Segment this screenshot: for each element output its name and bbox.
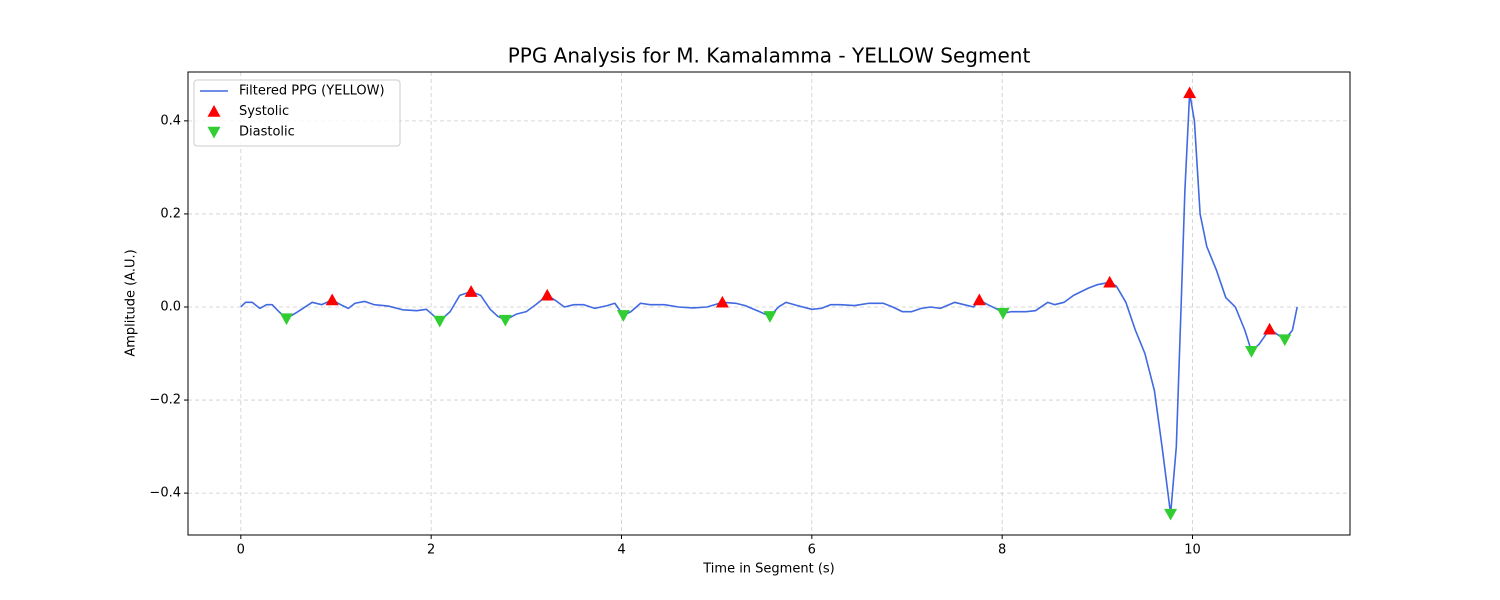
legend-box — [193, 79, 401, 147]
marker — [763, 311, 777, 323]
marker — [1164, 508, 1178, 521]
legend-label: Systolic — [239, 104, 289, 119]
y-axis-label: Amplitude (A.U.) — [124, 249, 139, 356]
marker — [1278, 334, 1292, 347]
legend-swatch — [207, 126, 221, 139]
x-tick-label: 8 — [998, 543, 1006, 558]
x-tick-label: 0 — [237, 543, 245, 558]
y-tick-label: −0.4 — [149, 486, 181, 501]
marker — [972, 293, 986, 306]
plot-frame — [187, 71, 1351, 536]
y-tick-label: 0.4 — [160, 113, 181, 128]
x-axis-label: Time in Segment (s) — [702, 562, 834, 577]
marker — [1245, 345, 1259, 358]
legend-swatch — [207, 105, 221, 117]
x-tick-label: 10 — [1184, 543, 1201, 558]
legend: Filtered PPG (YELLOW) Systolic Diastolic — [193, 79, 401, 147]
marker — [464, 285, 478, 297]
marker — [1103, 275, 1117, 288]
x-tick-label: 2 — [427, 543, 435, 558]
marker — [715, 295, 729, 308]
grid — [188, 72, 1350, 535]
y-tick-label: −0.2 — [149, 393, 181, 408]
marker — [279, 313, 293, 326]
marker — [325, 293, 339, 306]
marker — [1263, 322, 1277, 335]
y-tick-label: 0.0 — [160, 299, 181, 314]
marker — [540, 288, 554, 301]
y-tick-label: 0.2 — [160, 206, 181, 221]
x-tick-label: 6 — [808, 543, 816, 558]
legend-label: Filtered PPG (YELLOW) — [239, 84, 385, 99]
marker — [616, 310, 630, 322]
legend-label: Diastolic — [239, 125, 295, 140]
marker — [996, 307, 1010, 320]
marker — [498, 314, 512, 327]
marker — [1183, 86, 1197, 99]
chart-title: PPG Analysis for M. Kamalamma - YELLOW S… — [508, 44, 1031, 68]
marker — [433, 315, 447, 328]
x-tick-label: 4 — [617, 543, 625, 558]
data-line — [240, 92, 1298, 515]
